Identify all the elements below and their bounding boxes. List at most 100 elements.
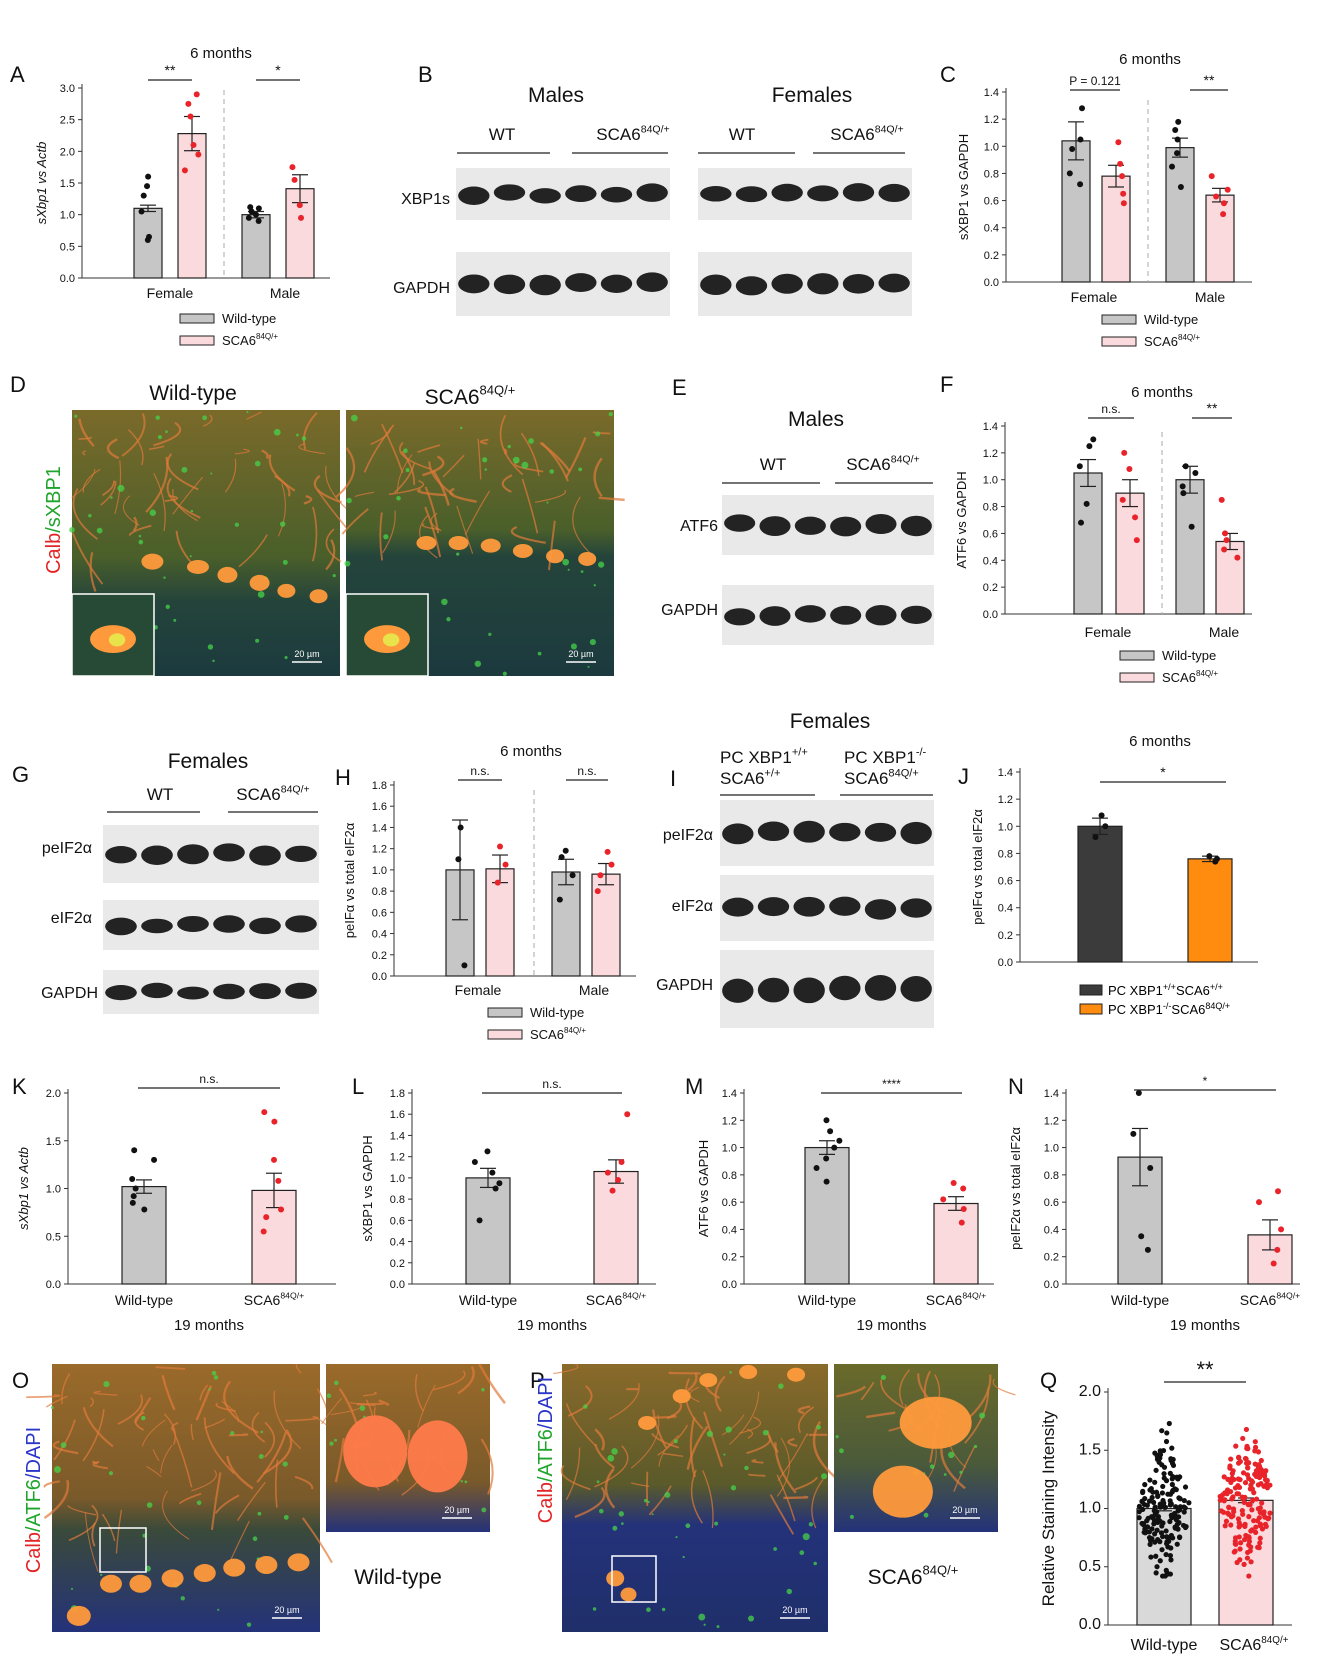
data-point (960, 1205, 967, 1212)
dendrite (122, 495, 140, 526)
data-point (138, 208, 145, 215)
data-point (1167, 1470, 1173, 1476)
data-point (1077, 136, 1084, 143)
bar (1175, 479, 1205, 615)
stain-label: Calb/ATF6/DAPI (535, 1377, 557, 1523)
green-signal (88, 514, 92, 518)
data-point (1119, 496, 1126, 503)
micro-panel-D: Wild-type SCA684Q/+ Calb/sXBP1 20 µm 20 µm (43, 382, 625, 677)
dendrite (776, 1437, 790, 1497)
y-tick-label: 0.0 (372, 971, 387, 983)
purkinje-cell (186, 559, 209, 574)
data-point (1229, 1475, 1235, 1481)
chart-panel-H: 0.0 0.2 0.4 0.6 0.8 1.0 1.2 1.4 1.6 1.8 peIFα vs t… (342, 743, 636, 1042)
green-signal (748, 1615, 755, 1622)
blot-row-label: ATF6 (680, 518, 718, 535)
panel-letter: D (10, 372, 26, 397)
y-tick-label: 1.4 (984, 87, 999, 99)
data-point (1159, 1523, 1165, 1529)
dendrite (321, 1397, 343, 1425)
panel-letter: B (418, 62, 433, 87)
data-point (1222, 530, 1229, 537)
dendrite (594, 1443, 616, 1469)
dendrite (228, 1433, 249, 1437)
chart-panel-A: 0.0 0.5 1.0 1.5 2.0 2.5 3.0 sXbp1 vs Actb 6 mont… (34, 45, 330, 348)
data-point (278, 1206, 285, 1213)
data-point (604, 848, 611, 855)
data-point (1078, 519, 1085, 526)
dendrite (273, 1390, 302, 1450)
dendrite (175, 530, 192, 564)
dendrite (178, 1492, 202, 1505)
lane-label-sca6: SCA684Q/+ (236, 783, 309, 804)
scale-bar-label: 20 µm (952, 1505, 977, 1515)
green-signal (521, 461, 529, 469)
data-point (1155, 1516, 1161, 1522)
y-tick-label: 1.2 (998, 794, 1013, 806)
x-category: Wild-type (1131, 1637, 1198, 1654)
blot-band (807, 185, 839, 202)
data-point (1147, 1165, 1154, 1172)
green-signal (744, 1465, 749, 1471)
y-tick-label: 1.4 (983, 421, 998, 433)
dendrite (565, 1403, 597, 1447)
data-point (1169, 1445, 1175, 1451)
green-signal (60, 1442, 67, 1448)
data-point (145, 173, 152, 180)
data-point (1144, 1518, 1150, 1524)
dendrite (769, 1494, 795, 1535)
blot-background (103, 970, 319, 1014)
green-signal (296, 433, 299, 437)
green-signal (403, 448, 408, 453)
data-point (1218, 1508, 1224, 1514)
data-point (827, 1128, 834, 1135)
data-point (1244, 1555, 1251, 1561)
dendrite (191, 1469, 217, 1492)
bar (465, 1177, 511, 1285)
y-tick-label: 0.4 (984, 223, 999, 235)
data-point (831, 1144, 838, 1151)
data-point (455, 856, 462, 863)
data-point (252, 211, 259, 218)
dendrite (503, 448, 508, 455)
y-tick-label: 1.4 (998, 767, 1013, 779)
green-signal (258, 1453, 264, 1459)
dendrite (106, 438, 120, 460)
purkinje-cell (217, 566, 238, 583)
green-signal (647, 1500, 650, 1504)
data-point (1157, 1539, 1163, 1545)
data-point (1264, 1477, 1270, 1484)
blot-band (700, 274, 732, 295)
legend-label-wt: Wild-type (222, 311, 276, 326)
green-signal (157, 435, 162, 440)
blot-panel-G: Females WT SCA684Q/+ peIF2α eIF2α GAPDH (41, 750, 319, 1014)
dendrite (285, 1415, 319, 1422)
data-point (1130, 1130, 1137, 1137)
y-tick-label: 1.8 (372, 780, 387, 792)
data-point (1140, 1488, 1146, 1494)
dendrite (729, 1391, 760, 1445)
data-point (1222, 1497, 1228, 1503)
data-point (1135, 1090, 1142, 1096)
data-point (1098, 812, 1105, 819)
data-point (1249, 1527, 1255, 1533)
green-signal (567, 568, 570, 571)
data-point (1168, 1557, 1174, 1563)
dendrite (548, 520, 556, 571)
dendrite (78, 418, 95, 448)
dendrite (117, 1394, 143, 1425)
data-point (609, 1187, 616, 1194)
panel-letter: Q (1040, 1368, 1057, 1393)
lane-label: WT (489, 125, 515, 144)
green-signal (141, 1415, 146, 1421)
y-tick-label: 0.5 (46, 1231, 61, 1243)
purkinje-cell (872, 1465, 933, 1518)
dendrite (811, 1478, 824, 1529)
green-signal (698, 1613, 706, 1621)
lane-label: WT (760, 455, 786, 474)
purkinje-cell (672, 1389, 691, 1404)
data-point (1173, 1487, 1179, 1493)
legend-label-orange: PC XBP1-/-SCA684Q/+ (1108, 1001, 1230, 1017)
blot-xbp1s-females (698, 168, 912, 220)
y-tick-label: 0.2 (998, 930, 1013, 942)
